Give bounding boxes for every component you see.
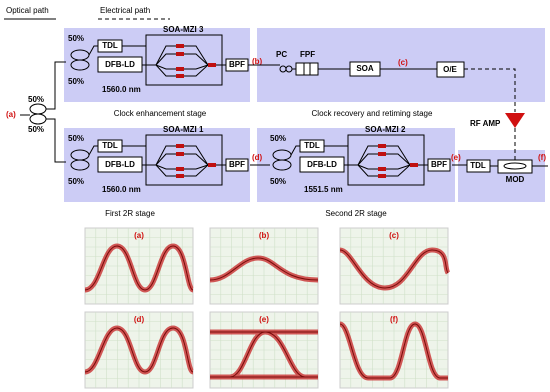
soa <box>176 52 184 56</box>
signal-label: (c) <box>398 58 408 67</box>
soa <box>176 144 184 148</box>
laser-label: DFB-LD <box>105 160 135 169</box>
legend-electrical: Electrical path <box>100 6 150 15</box>
coupler-ratio: 50% <box>68 134 84 143</box>
eye-label: (a) <box>134 231 144 240</box>
soa <box>176 44 184 48</box>
stage-name: Second 2R stage <box>325 209 387 218</box>
fpf-label: FPF <box>300 50 315 59</box>
soa <box>378 167 386 171</box>
coupler <box>30 104 46 114</box>
mzi-label: SOA-MZI 1 <box>163 125 204 134</box>
wavelength: 1560.0 nm <box>102 85 141 94</box>
mzi-label: SOA-MZI 2 <box>365 125 406 134</box>
coupler-ratio: 50% <box>270 134 286 143</box>
laser-label: DFB-LD <box>307 160 337 169</box>
filter-label: BPF <box>431 160 447 169</box>
soa <box>378 144 386 148</box>
signal-label: (f) <box>538 153 546 162</box>
split-ratio: 50% <box>28 95 44 104</box>
soa <box>176 167 184 171</box>
pc-label: PC <box>276 50 287 59</box>
eye-label: (f) <box>390 315 398 324</box>
soa <box>176 152 184 156</box>
stage-name: First 2R stage <box>105 209 155 218</box>
soa <box>176 67 184 71</box>
eye-label: (e) <box>259 315 269 324</box>
coupler-ratio: 50% <box>68 177 84 186</box>
mzi-label: SOA-MZI 3 <box>163 25 204 34</box>
split-ratio: 50% <box>28 125 44 134</box>
legend-optical: Optical path <box>6 6 49 15</box>
soa <box>176 174 184 178</box>
tdl-label: TDL <box>102 141 118 150</box>
stage-name: Clock enhancement stage <box>114 109 207 118</box>
eye-label: (b) <box>259 231 270 240</box>
soa <box>378 152 386 156</box>
soa <box>208 63 216 67</box>
wavelength: 1551.5 nm <box>304 185 343 194</box>
fiber <box>46 62 66 109</box>
laser-label: DFB-LD <box>105 60 135 69</box>
signal-label: (e) <box>451 153 461 162</box>
eye-label: (c) <box>389 231 399 240</box>
soa <box>176 74 184 78</box>
tdl-label: TDL <box>102 41 118 50</box>
tdl-label: TDL <box>304 141 320 150</box>
soa-label: SOA <box>356 64 374 73</box>
fpf <box>296 63 318 75</box>
eye-label: (d) <box>134 315 145 324</box>
diagram: Optical path Electrical path (a) 50% 50% 50… <box>0 0 550 392</box>
soa <box>410 163 418 167</box>
input-label: (a) <box>6 110 16 119</box>
modulator <box>498 160 532 173</box>
fiber <box>46 119 66 162</box>
tdl-label: TDL <box>470 161 486 170</box>
rf-amp <box>505 113 525 128</box>
filter-label: BPF <box>229 60 245 69</box>
coupler-ratio: 50% <box>68 34 84 43</box>
soa <box>378 174 386 178</box>
amp-label: RF AMP <box>470 119 501 128</box>
mod-label: MOD <box>506 175 525 184</box>
wavelength: 1560.0 nm <box>102 185 141 194</box>
stage-name: Clock recovery and retiming stage <box>312 109 433 118</box>
coupler-ratio: 50% <box>270 177 286 186</box>
coupler-ratio: 50% <box>68 77 84 86</box>
oe-label: O/E <box>443 65 457 74</box>
coupler <box>30 114 46 124</box>
soa <box>208 163 216 167</box>
filter-label: BPF <box>229 160 245 169</box>
stage-block <box>458 150 545 202</box>
signal-label: (d) <box>252 153 263 162</box>
